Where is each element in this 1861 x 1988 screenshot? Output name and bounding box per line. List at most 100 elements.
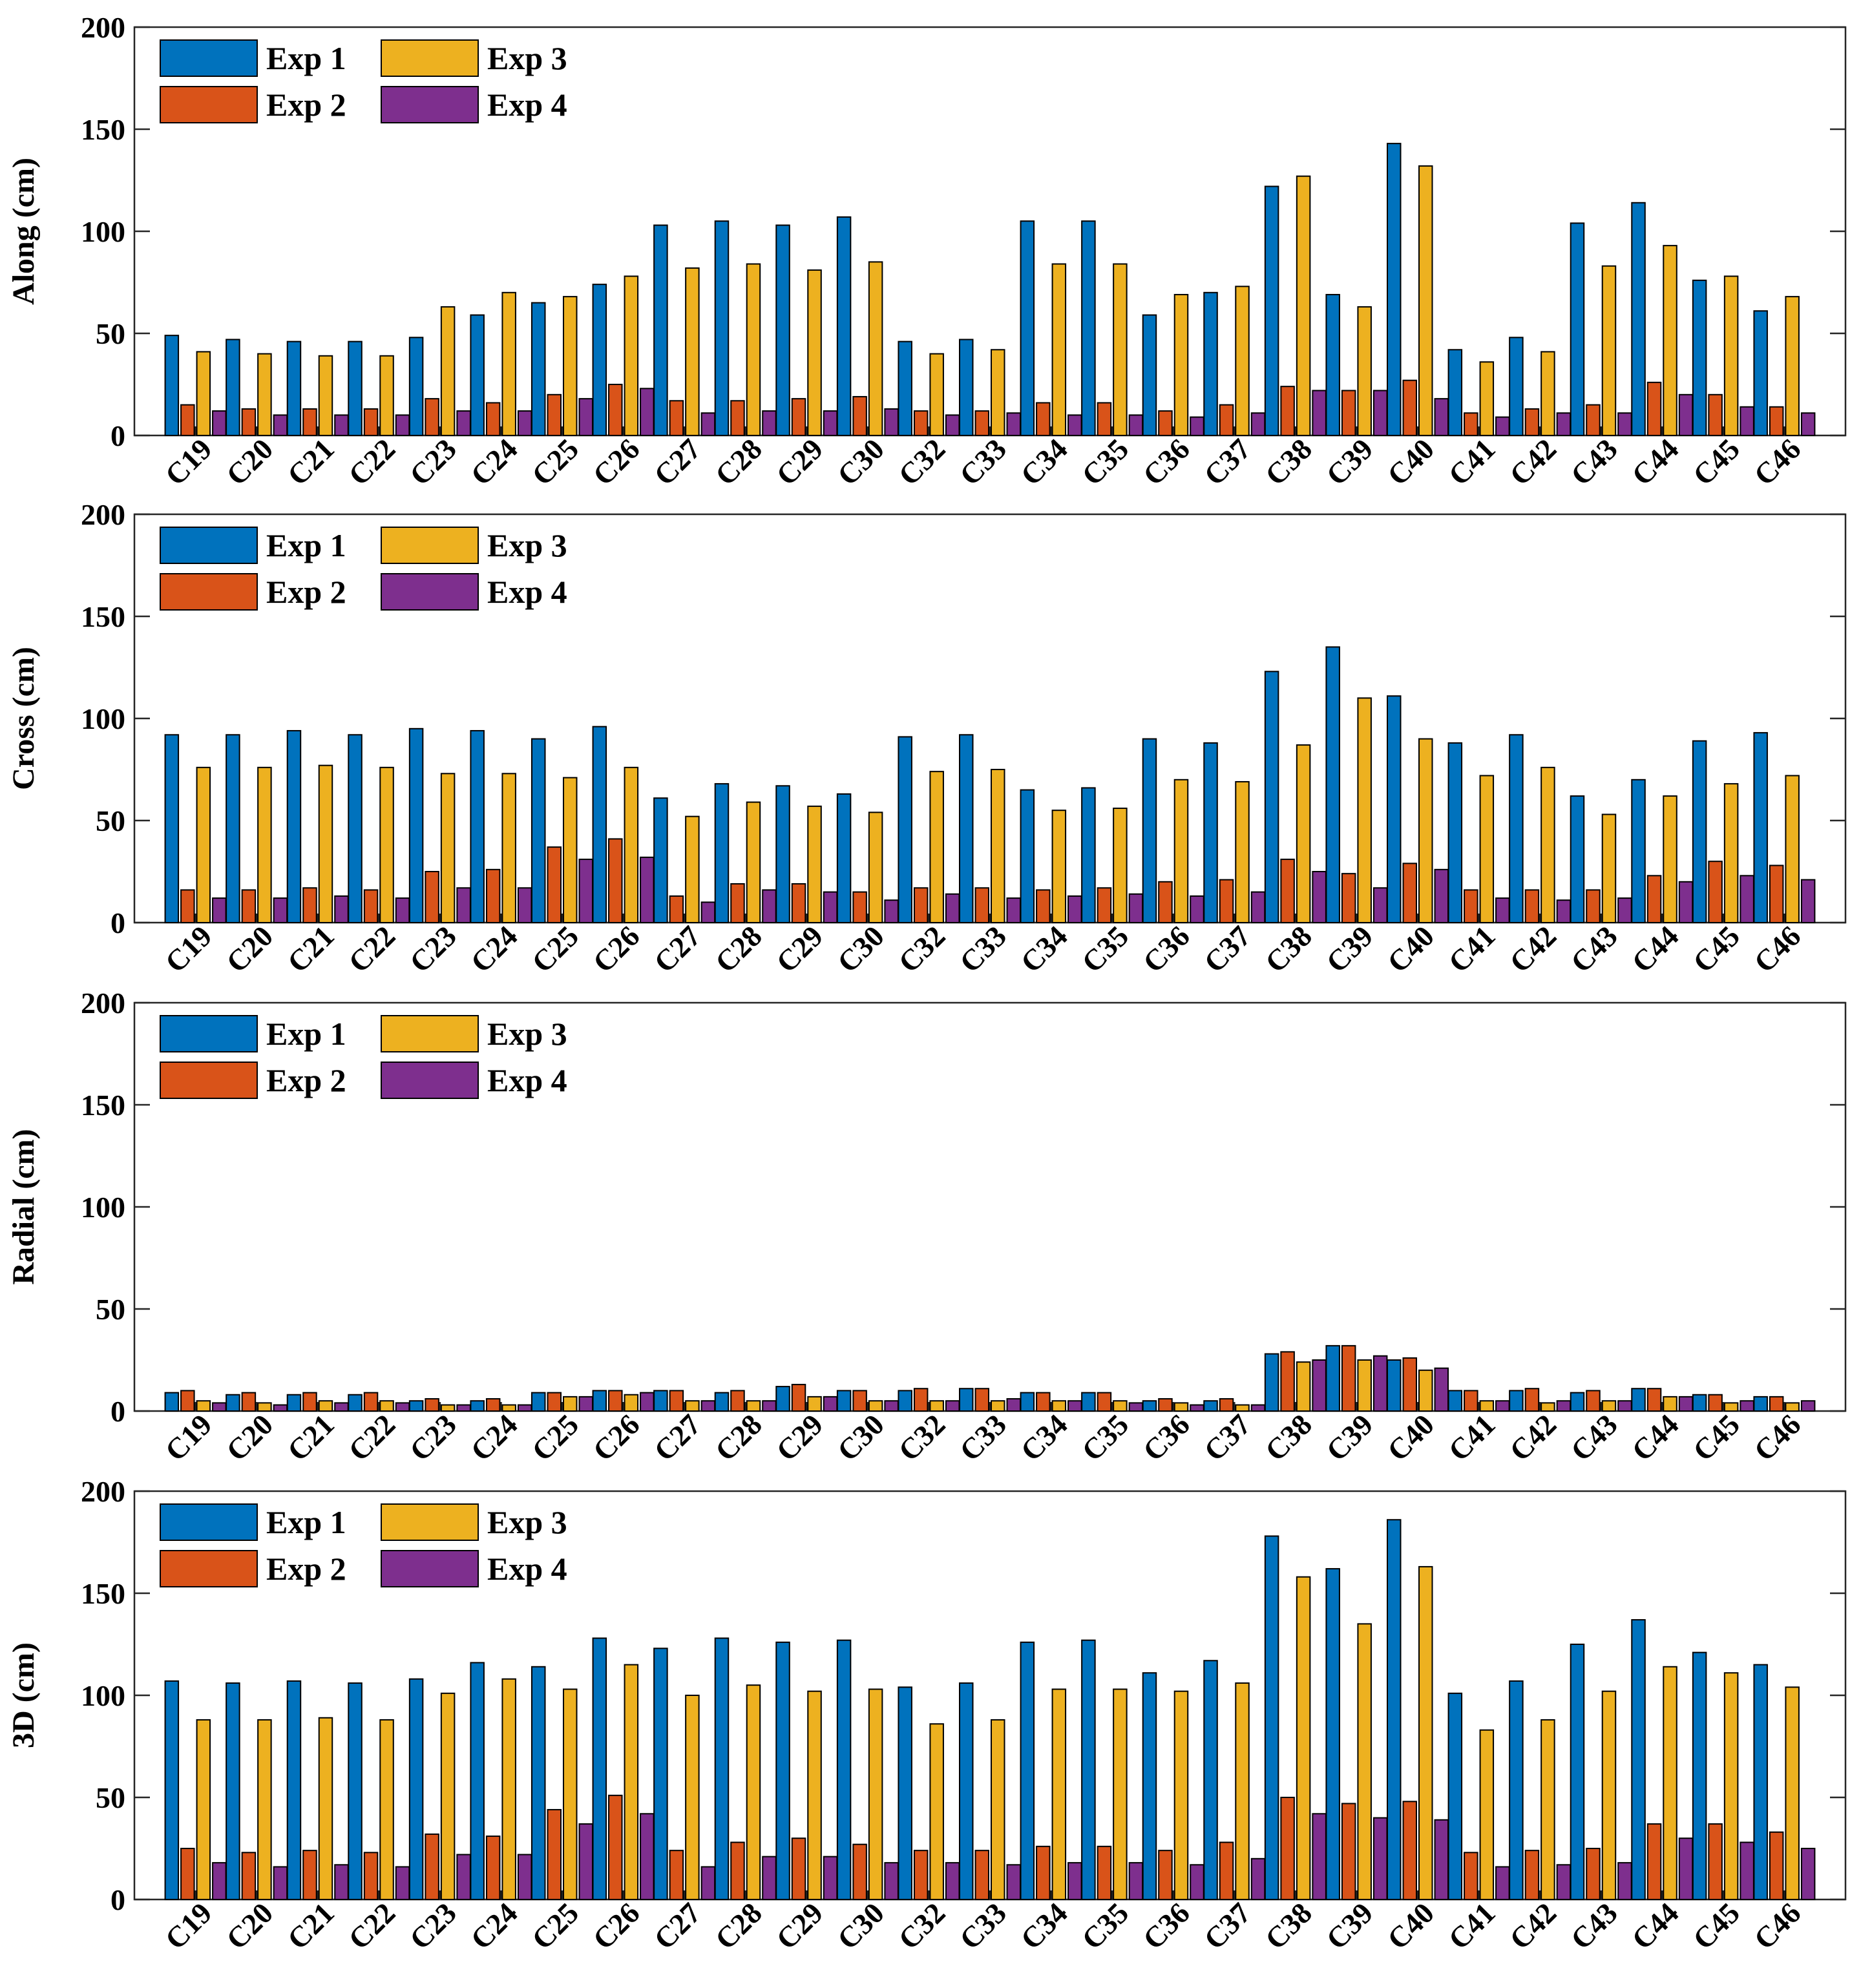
- bar-exp1-c22: [348, 1394, 363, 1412]
- bar-exp2-c35: [1097, 1392, 1112, 1412]
- bar-exp4-c45: [1740, 875, 1754, 923]
- bar-exp3-c24: [501, 1678, 516, 1900]
- legend: Exp 1 Exp 2 Exp 3 Exp 4: [160, 527, 567, 611]
- bar-exp2-c28: [730, 1390, 745, 1412]
- bar-exp2-c42: [1524, 1388, 1540, 1412]
- bar-exp1-c46: [1753, 732, 1768, 923]
- bar-exp1-c32: [898, 1390, 912, 1412]
- legend-swatch-exp3: [381, 527, 479, 564]
- bar-exp2-c34: [1036, 1392, 1051, 1412]
- x-tick-label: C45: [1687, 432, 1746, 492]
- bar-exp2-c38: [1280, 859, 1295, 924]
- bar-exp3-c24: [501, 291, 516, 436]
- bar-exp1-c24: [470, 729, 485, 923]
- bar-exp4-c24: [517, 887, 532, 924]
- x-tick-label: C34: [1015, 432, 1074, 492]
- bar-exp2-c21: [302, 408, 317, 436]
- bar-exp3-c39: [1357, 1623, 1372, 1900]
- bar-exp4-c40: [1434, 398, 1449, 436]
- bar-exp1-c24: [470, 314, 485, 436]
- bar-exp3-c38: [1296, 744, 1311, 923]
- legend-label: Exp 2: [266, 574, 346, 610]
- y-tick-label: 150: [81, 1577, 125, 1610]
- bar-exp2-c27: [669, 895, 684, 924]
- bar-exp4-c25: [578, 1823, 593, 1901]
- bar-exp3-c30: [868, 1688, 883, 1901]
- bar-exp2-c33: [974, 1850, 989, 1900]
- bar-exp3-c22: [379, 766, 394, 923]
- panel-4: 0 50 100 150 200 3D (cm) C19 C20 C21 C22 C23 C24 C25…: [6, 1475, 1847, 1956]
- bar-exp2-c45: [1708, 1823, 1723, 1901]
- bar-exp2-c40: [1402, 1357, 1417, 1412]
- bar-exp3-c27: [685, 1695, 700, 1900]
- bar-exp4-c19: [212, 897, 227, 923]
- bar-exp4-c25: [578, 398, 593, 436]
- bar-exp2-c36: [1158, 1850, 1173, 1900]
- bar-exp2-c35: [1097, 887, 1112, 924]
- x-tick-label: C28: [709, 1896, 768, 1956]
- bar-exp1-c32: [898, 736, 912, 923]
- bar-exp3-c46: [1785, 1686, 1800, 1901]
- bar-exp1-c34: [1020, 789, 1035, 923]
- bar-exp1-c27: [653, 1648, 668, 1901]
- bar-exp2-c41: [1464, 889, 1478, 923]
- legend-label: Exp 3: [487, 40, 567, 76]
- bar-exp3-c26: [624, 1664, 639, 1901]
- x-tick-label: C22: [342, 432, 401, 492]
- bar-exp1-c21: [286, 1394, 302, 1412]
- bar-exp1-c20: [226, 734, 240, 924]
- bar-exp3-c32: [929, 1723, 944, 1900]
- bar-exp3-c41: [1479, 1729, 1495, 1900]
- y-tick-label: 0: [110, 1395, 125, 1428]
- bar-exp3-c40: [1418, 1565, 1433, 1900]
- bar-exp2-c22: [363, 408, 379, 436]
- bar-exp2-c36: [1158, 1398, 1173, 1412]
- bar-exp1-c43: [1570, 795, 1585, 923]
- bar-exp4-c43: [1617, 897, 1632, 923]
- bar-exp4-c35: [1128, 1402, 1144, 1412]
- bar-exp2-c44: [1646, 381, 1662, 437]
- x-tick-label: C44: [1625, 1408, 1685, 1467]
- bar-exp1-c23: [408, 1678, 424, 1900]
- bar-exp2-c26: [608, 384, 623, 436]
- bar-exp2-c30: [852, 891, 867, 923]
- bar-exp3-c34: [1051, 810, 1067, 923]
- bar-exp3-c40: [1418, 738, 1433, 923]
- bar-exp4-c21: [334, 1864, 349, 1901]
- bar-exp1-c22: [348, 1682, 363, 1901]
- bar-exp4-c28: [762, 1856, 777, 1900]
- bar-exp1-c30: [836, 793, 852, 924]
- x-tick-label: C20: [220, 432, 279, 492]
- bar-exp1-c21: [286, 340, 302, 437]
- bar-exp4-c20: [273, 1404, 288, 1412]
- bar-exp4-c26: [640, 1392, 655, 1412]
- bar-exp3-c20: [257, 766, 272, 923]
- bar-exp4-c41: [1495, 1866, 1510, 1900]
- bar-exp4-c24: [517, 1854, 532, 1900]
- bar-exp1-c44: [1631, 202, 1646, 436]
- bar-exp1-c20: [226, 1394, 240, 1412]
- bar-exp1-c44: [1631, 1388, 1646, 1412]
- x-tick-label: C38: [1259, 919, 1318, 979]
- bar-exp1-c21: [286, 1680, 302, 1900]
- bar-exp1-c26: [592, 726, 607, 923]
- bar-exp3-c39: [1357, 697, 1372, 924]
- bar-exp1-c33: [959, 339, 974, 436]
- bar-exp3-c24: [501, 773, 516, 923]
- bar-exp4-c35: [1128, 414, 1144, 437]
- legend-label: Exp 4: [487, 574, 567, 610]
- bar-exp2-c42: [1524, 1850, 1540, 1900]
- bar-exp4-c36: [1190, 1404, 1204, 1412]
- x-tick-label: C41: [1442, 432, 1502, 492]
- bar-exp3-c42: [1540, 766, 1555, 923]
- bar-exp3-c33: [991, 1719, 1005, 1900]
- bar-exp2-c41: [1464, 412, 1478, 436]
- bar-exp4-c44: [1678, 393, 1694, 436]
- bar-exp4-c27: [700, 1866, 716, 1900]
- bar-exp1-c41: [1447, 742, 1463, 924]
- x-tick-label: C40: [1381, 432, 1440, 492]
- legend-swatch-exp3: [381, 39, 479, 77]
- bar-exp1-c33: [959, 734, 974, 924]
- bar-exp4-c45: [1740, 1841, 1754, 1901]
